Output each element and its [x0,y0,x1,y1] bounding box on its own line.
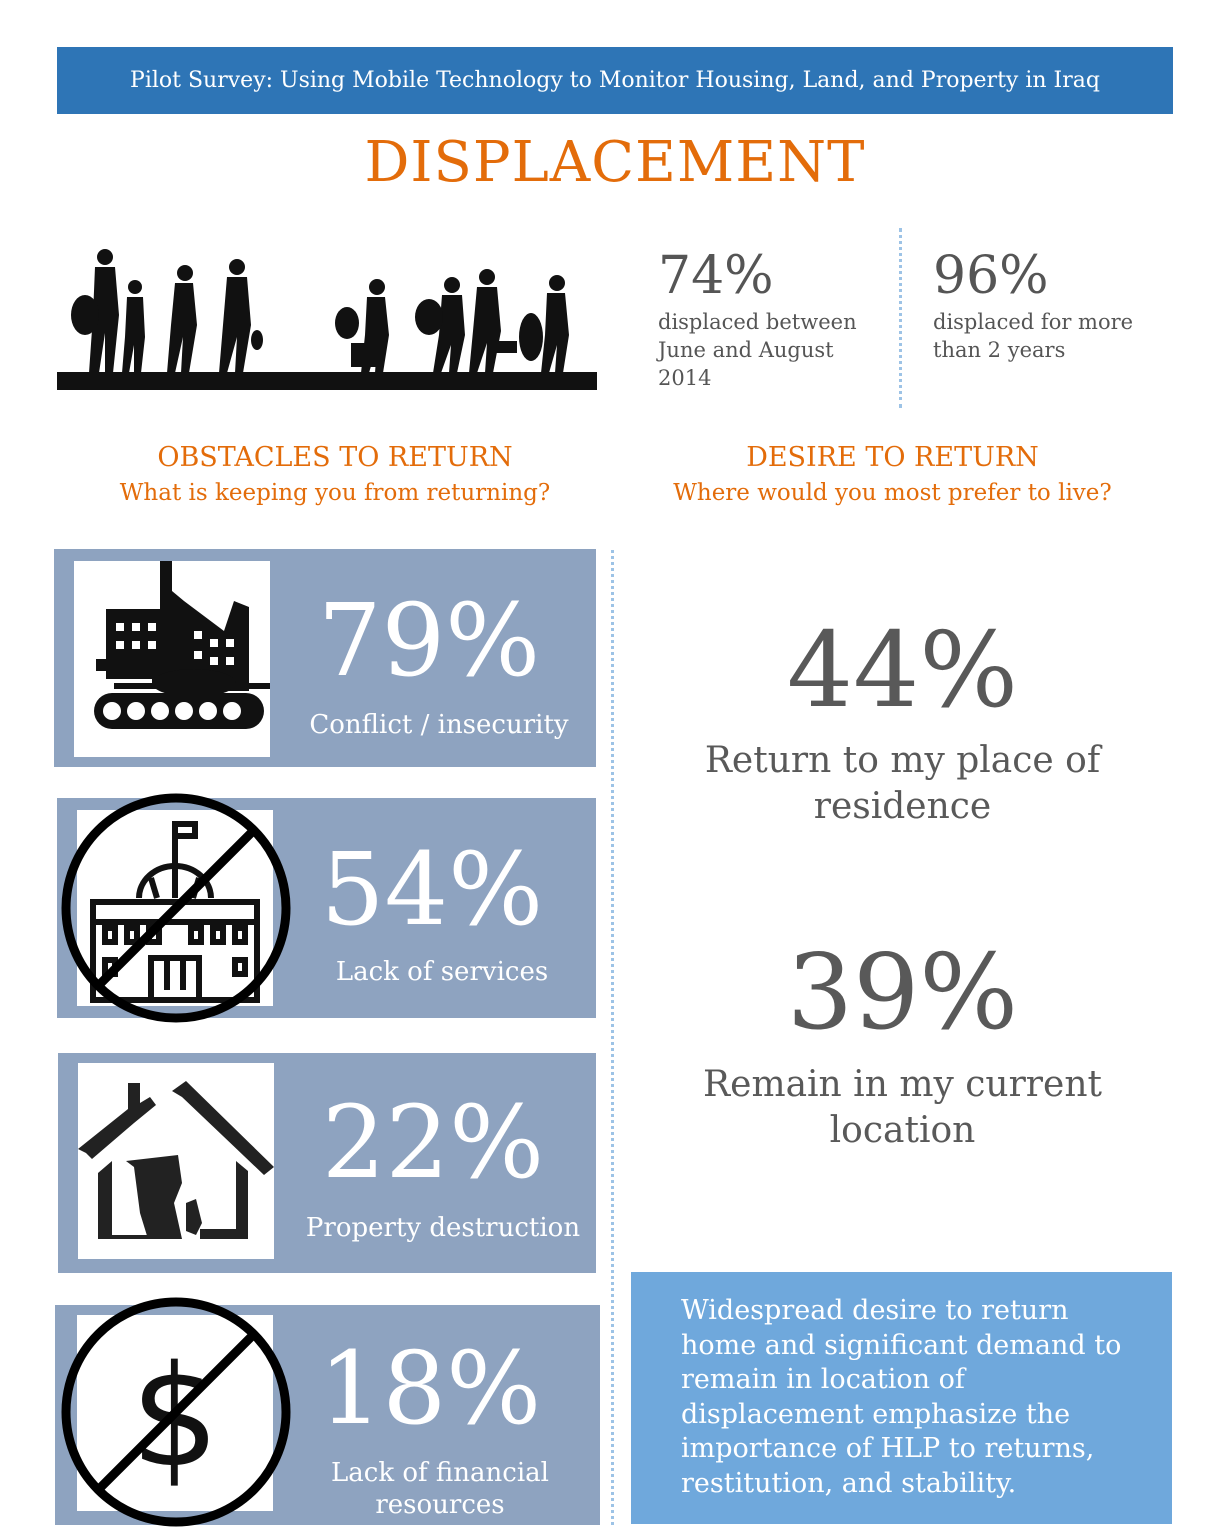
prohibited-icon [61,793,291,1023]
stat-value: 96% [933,246,1049,306]
stat-displaced-2-years: 96% displaced for more than 2 years [933,250,1163,364]
stat-label: displaced for more than 2 years [933,310,1134,362]
desire-heading: DESIRE TO RETURN Where would you most pr… [650,440,1135,510]
desire-subtitle: Where would you most prefer to live? [673,480,1112,506]
obstacles-subtitle: What is keeping you from returning? [119,480,551,506]
obstacle-value: 79% [317,582,541,699]
callout-text: Widespread desire to return home and sig… [681,1295,1122,1499]
displaced-people-silhouette-icon [57,249,597,390]
stat-value: 74% [658,246,774,306]
desire-title: DESIRE TO RETURN [746,442,1039,473]
obstacles-heading: OBSTACLES TO RETURN What is keeping you … [95,440,575,510]
obstacle-card-services: 54% Lack of services [57,798,596,1018]
page-title: DISPLACEMENT [364,130,866,195]
summary-callout: Widespread desire to return home and sig… [631,1272,1172,1524]
obstacle-label: Lack of services [335,957,549,987]
desire-label-remain: Remain in my current location [703,1064,1102,1151]
stat-displaced-2014: 74% displaced between June and August 20… [658,250,878,392]
header-banner: Pilot Survey: Using Mobile Technology to… [57,47,1173,114]
no-dollar-icon [61,1297,291,1527]
desire-value-remain: 39% [786,931,1019,1053]
column-divider [611,550,614,1525]
desire-value-return: 44% [786,609,1019,731]
obstacle-label: Property destruction [305,1213,581,1243]
obstacle-label: Conflict / insecurity [309,710,569,740]
tank-city-icon [74,561,274,757]
obstacle-card-property: 22% Property destruction [58,1053,596,1273]
banner-text: Pilot Survey: Using Mobile Technology to… [130,68,1100,93]
obstacle-value: 18% [318,1330,542,1447]
damaged-house-icon [78,1063,274,1259]
stat-label: displaced between June and August 2014 [658,310,857,390]
desire-label-return: Return to my place of residence [704,740,1101,827]
obstacle-card-conflict: 79% Conflict / insecurity [54,549,596,767]
obstacle-card-financial: $ 18% Lack of financial resources [55,1305,600,1525]
divider [899,228,902,408]
obstacle-value: 22% [321,1084,545,1201]
obstacle-label: Lack of financial resources [331,1458,549,1520]
obstacle-value: 54% [320,831,544,948]
obstacles-title: OBSTACLES TO RETURN [157,442,513,473]
